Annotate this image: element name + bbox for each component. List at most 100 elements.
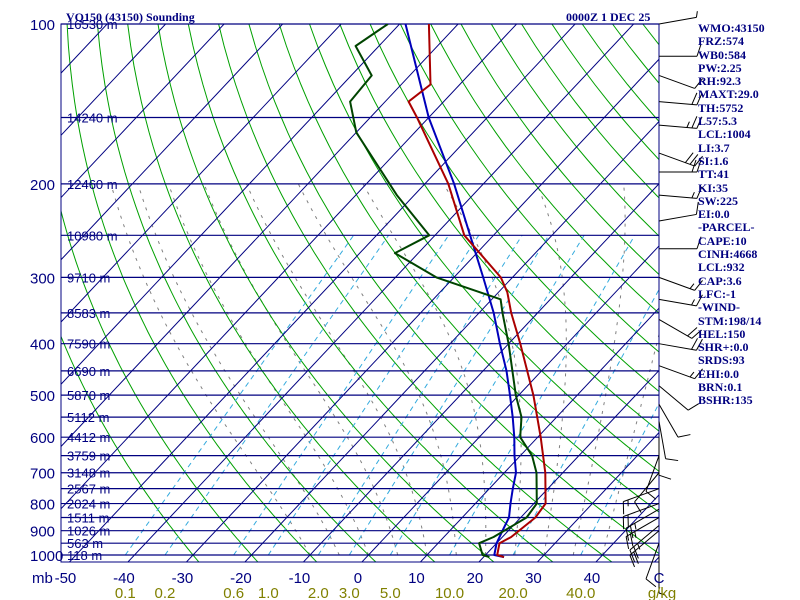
barb-full-flag bbox=[687, 327, 698, 337]
isotherm bbox=[61, 24, 518, 510]
barb-full-flag bbox=[625, 528, 630, 541]
wind-barb bbox=[658, 92, 703, 106]
moist-adiabat bbox=[536, 183, 567, 556]
index-item: CAP:3.6 bbox=[698, 273, 742, 288]
temperature-trace bbox=[407, 24, 547, 559]
moist-adiabat bbox=[110, 183, 311, 556]
barb-staff bbox=[658, 365, 695, 380]
height-label: 6690 m bbox=[67, 364, 110, 379]
barb-half-flag bbox=[686, 121, 690, 128]
barb-half-flag bbox=[691, 299, 695, 306]
mixing-ratio-line bbox=[164, 235, 389, 556]
wind-barb bbox=[658, 421, 679, 462]
barb-full-flag bbox=[625, 536, 630, 550]
barb-staff bbox=[658, 194, 697, 199]
isotherm bbox=[302, 182, 659, 562]
moist-adiabat bbox=[297, 183, 457, 556]
barb-staff bbox=[623, 488, 660, 503]
height-label: 3148 m bbox=[67, 466, 110, 481]
mixing-ratio-label: 5.0 bbox=[380, 585, 401, 600]
isotherm bbox=[185, 58, 659, 562]
wind-barb bbox=[658, 338, 703, 351]
barb-staff bbox=[658, 74, 695, 89]
pressure-label: 400 bbox=[30, 337, 55, 354]
moist-adiabats bbox=[110, 183, 659, 556]
barb-half-flag bbox=[689, 283, 695, 289]
dry-adiabat bbox=[157, 24, 495, 562]
isotherm bbox=[68, 24, 576, 562]
height-label: 9710 m bbox=[67, 270, 110, 285]
index-item: CAPE:10 bbox=[698, 233, 747, 248]
barb-full-flag bbox=[629, 525, 634, 539]
isotherm bbox=[536, 431, 659, 562]
wind-barb bbox=[658, 11, 698, 25]
temperature-tick-label: 10 bbox=[408, 570, 425, 587]
index-item: EI:0.0 bbox=[698, 207, 730, 222]
isotherm bbox=[61, 24, 284, 261]
isotherm bbox=[127, 24, 635, 562]
index-item: LCL:932 bbox=[698, 260, 745, 275]
height-label: 7590 m bbox=[67, 337, 110, 352]
plot-frame bbox=[60, 23, 660, 563]
index-item: KI:35 bbox=[698, 180, 728, 195]
barb-staff bbox=[658, 385, 689, 411]
index-item: SHR+:0.0 bbox=[698, 340, 749, 355]
index-item: SRDS:93 bbox=[698, 353, 745, 368]
dry-adiabat bbox=[369, 24, 659, 393]
pressure-label: 800 bbox=[30, 497, 55, 514]
index-item: HEL:150 bbox=[698, 326, 746, 341]
barb-full-flag bbox=[694, 280, 703, 291]
barb-full-flag bbox=[684, 152, 694, 163]
barb-full-flag bbox=[691, 116, 698, 129]
wind-barbs bbox=[622, 11, 703, 596]
isotherm bbox=[61, 24, 459, 448]
barb-half-flag bbox=[695, 11, 698, 18]
temperature-tick-label: 40 bbox=[584, 570, 601, 587]
barb-full-flag bbox=[689, 154, 699, 165]
pressure-label: 1000 bbox=[30, 548, 63, 565]
index-item: RH:92.3 bbox=[698, 74, 741, 89]
index-item: -WIND- bbox=[698, 300, 740, 315]
barb-full-flag bbox=[691, 159, 697, 173]
wind-barb bbox=[658, 437, 672, 480]
wind-barb bbox=[659, 159, 702, 173]
dry-adiabat bbox=[96, 24, 377, 562]
wind-barb bbox=[659, 236, 702, 250]
wind-barb bbox=[658, 276, 703, 291]
index-item: WMO:43150 bbox=[698, 21, 765, 35]
temperature-tick-label: 30 bbox=[525, 570, 542, 587]
index-item: LCL:1004 bbox=[698, 127, 751, 142]
pressure-label: 100 bbox=[30, 17, 55, 34]
wind-barb bbox=[658, 365, 703, 380]
dry-adiabat bbox=[61, 335, 200, 562]
isotherm bbox=[419, 307, 659, 562]
moist-adiabat bbox=[572, 183, 626, 556]
barb-half-flag bbox=[634, 531, 637, 538]
wind-barb bbox=[629, 530, 660, 568]
isobars bbox=[60, 23, 660, 563]
barb-half-flag bbox=[634, 523, 637, 530]
barb-full-flag bbox=[633, 551, 639, 564]
dry-adiabat bbox=[399, 24, 659, 353]
barb-staff bbox=[658, 298, 697, 307]
pressure-label: 300 bbox=[30, 270, 55, 287]
barb-staff bbox=[658, 343, 697, 351]
pressure-label: 600 bbox=[30, 430, 55, 447]
dewpoint-trace bbox=[349, 24, 538, 559]
height-label: 10980 m bbox=[67, 228, 118, 243]
height-label: 2024 m bbox=[67, 497, 110, 512]
dry-adiabat bbox=[61, 208, 259, 562]
index-item: PW:2.25 bbox=[698, 60, 742, 75]
barb-half-flag bbox=[637, 543, 641, 550]
wind-barb bbox=[625, 508, 660, 541]
isotherm bbox=[61, 24, 342, 323]
dry-adiabat bbox=[460, 24, 659, 276]
barb-full-flag bbox=[658, 474, 672, 480]
index-item: MAXT:29.0 bbox=[698, 87, 759, 102]
barb-full-flag bbox=[645, 578, 657, 588]
barb-full-flag bbox=[696, 159, 702, 173]
dry-adiabat bbox=[430, 24, 659, 314]
barb-staff bbox=[658, 403, 679, 438]
barb-full-flag bbox=[687, 403, 700, 411]
barb-full-flag bbox=[695, 294, 703, 307]
